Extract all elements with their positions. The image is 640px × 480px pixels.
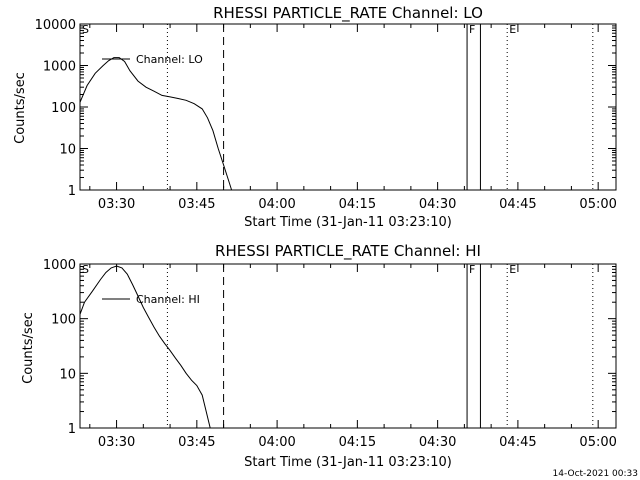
x-tick-label: 03:30 (98, 197, 135, 212)
legend-label: Channel: HI (136, 293, 200, 306)
chart-title-hi: RHESSI PARTICLE_RATE Channel: HI (215, 242, 481, 261)
plot-area-hi: 03:30 03:45 04:00 04:15 04:30 04:45 05:00 1 10 10… (43, 258, 617, 450)
y-tick-label: 10 (59, 143, 76, 158)
annotation-label: S (82, 263, 89, 276)
annotation-label: F (469, 23, 475, 36)
plot-area-lo: 03:30 03:45 04:00 04:15 04:30 04:45 05:00 1 10 10… (35, 18, 617, 212)
x-tick-label: 04:15 (339, 435, 376, 450)
x-axis-label-hi: Start Time (31-Jan-11 03:23:10) (244, 455, 452, 470)
y-tick-label: 1000 (43, 60, 76, 75)
footer-timestamp: 14-Oct-2021 00:33 (553, 469, 638, 479)
y-tick-label: 100 (51, 101, 76, 116)
annotation-label: E (509, 23, 516, 36)
y-tick-label: 1 (68, 422, 76, 437)
legend-label: Channel: LO (136, 53, 203, 66)
data-series-line (79, 57, 233, 191)
x-tick-label: 04:30 (419, 435, 456, 450)
x-tick-label: 03:45 (178, 197, 215, 212)
annotation-label: E (509, 263, 516, 276)
y-axis-label-lo: Counts/sec (13, 72, 28, 144)
y-tick-label: 10 (59, 367, 76, 382)
x-tick-label: 04:15 (339, 197, 376, 212)
x-axis-label-lo: Start Time (31-Jan-11 03:23:10) (244, 215, 452, 230)
chart-panel-lo: RHESSI PARTICLE_RATE Channel: LO 03:30 03… (13, 4, 617, 230)
x-tick-label: 04:00 (258, 197, 295, 212)
annotation-label: S (82, 23, 89, 36)
x-tick-label: 04:30 (419, 197, 456, 212)
plot-frame (79, 23, 617, 191)
y-axis-label-hi: Counts/sec (21, 312, 36, 384)
y-tick-label: 10000 (35, 18, 76, 33)
y-tick-label: 100 (51, 313, 76, 328)
x-tick-label: 04:45 (499, 197, 536, 212)
x-tick-label: 03:30 (98, 435, 135, 450)
data-series-line (79, 265, 211, 429)
x-tick-label: 04:00 (258, 435, 295, 450)
annotation-label: F (469, 263, 475, 276)
x-tick-label: 05:00 (579, 435, 616, 450)
y-tick-label: 1 (68, 184, 76, 199)
x-tick-label: 05:00 (579, 197, 616, 212)
x-tick-label: 04:45 (499, 435, 536, 450)
plot-frame (79, 263, 617, 429)
chart-title-lo: RHESSI PARTICLE_RATE Channel: LO (213, 4, 483, 23)
x-tick-label: 03:45 (178, 435, 215, 450)
y-tick-label: 1000 (43, 258, 76, 273)
chart-panel-hi: RHESSI PARTICLE_RATE Channel: HI 03:30 03… (21, 242, 617, 470)
